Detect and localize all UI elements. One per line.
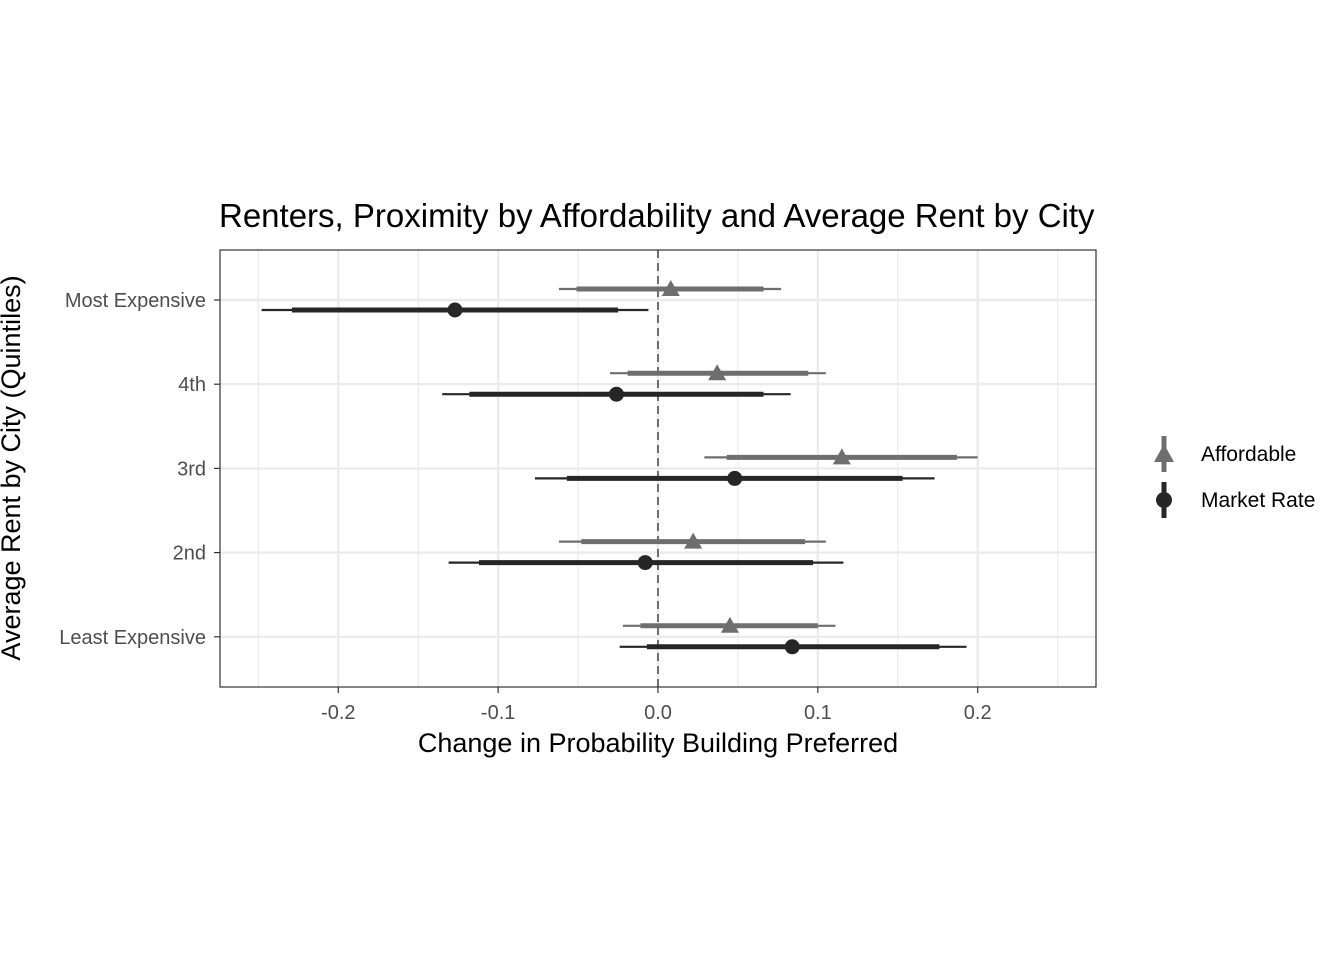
market-rate-point	[784, 639, 800, 655]
x-axis: -0.2 -0.1 0.0 0.1 0.2	[321, 687, 992, 724]
x-axis-title: Change in Probability Building Preferred	[418, 728, 898, 758]
x-tick-label: 0.2	[964, 702, 992, 724]
y-axis: Most Expensive 4th 3rd 2nd Least Expensive	[59, 290, 220, 649]
legend-key-affordable-marker	[1154, 444, 1174, 462]
y-tick-label: 2nd	[173, 543, 206, 565]
legend-label-market-rate: Market Rate	[1201, 489, 1315, 512]
legend: Affordable Market Rate	[1154, 436, 1315, 518]
affordable-point	[832, 448, 851, 465]
y-axis-title: Average Rent by City (Quintiles)	[0, 275, 26, 660]
market-rate-point	[447, 302, 463, 318]
affordable-point	[720, 616, 739, 633]
y-tick-label: Least Expensive	[59, 627, 206, 649]
y-tick-label: Most Expensive	[65, 290, 206, 312]
affordable-point	[708, 364, 727, 381]
affordable-point	[684, 532, 703, 549]
x-tick-label: 0.1	[804, 702, 832, 724]
chart-title: Renters, Proximity by Affordability and …	[219, 197, 1095, 234]
affordable-point	[661, 280, 680, 296]
y-tick-label: 4th	[178, 374, 206, 396]
legend-key-market-rate-marker	[1156, 492, 1172, 508]
plot-panel	[219, 249, 1097, 688]
market-rate-point	[727, 470, 743, 486]
market-rate-point	[608, 386, 624, 402]
legend-label-affordable: Affordable	[1201, 443, 1296, 466]
x-tick-label: 0.0	[644, 702, 672, 724]
data-marks	[261, 280, 978, 655]
x-tick-label: -0.1	[481, 702, 515, 724]
market-rate-point	[637, 555, 653, 571]
x-tick-label: -0.2	[321, 702, 355, 724]
y-tick-label: 3rd	[177, 458, 206, 480]
